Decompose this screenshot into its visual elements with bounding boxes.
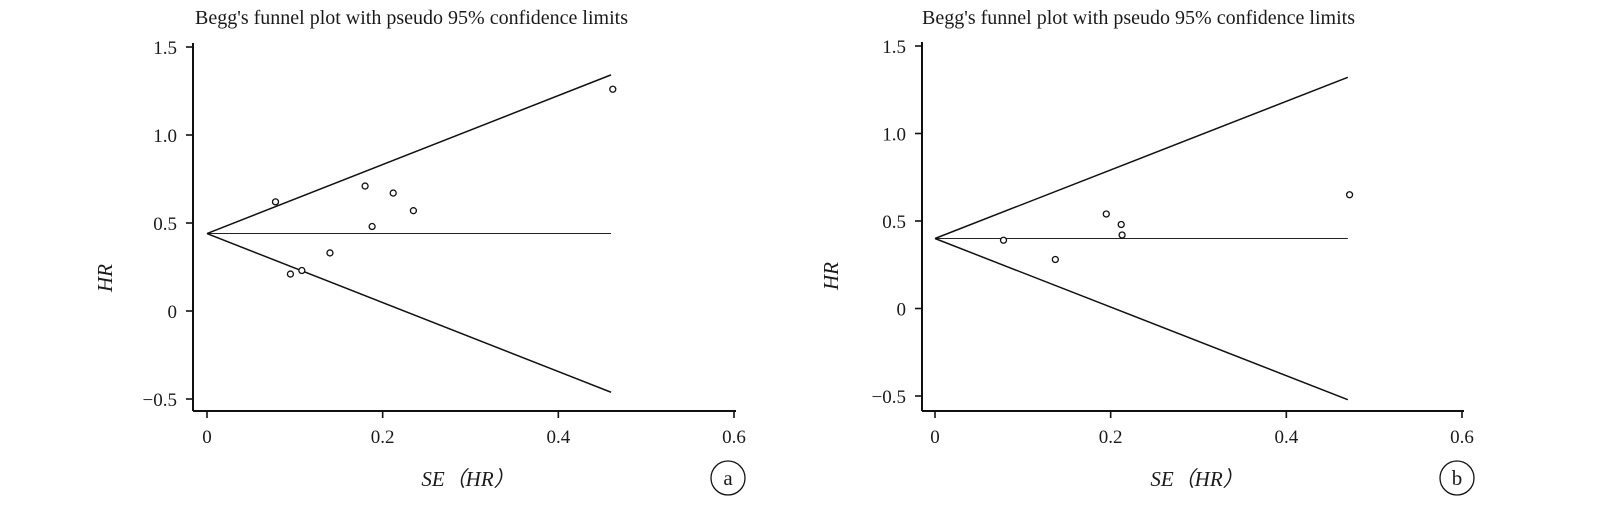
y-tick-label: 0	[897, 300, 907, 321]
x-axis-label: SE（HR）	[421, 467, 514, 491]
y-tick-label: 1.5	[153, 38, 177, 59]
x-tick-label: 0.4	[546, 427, 570, 448]
panel-b: Begg's funnel plot with pseudo 95% confi…	[819, 7, 1475, 496]
y-tick-label: 1.0	[882, 125, 906, 146]
study-point	[286, 270, 295, 278]
x-tick-label: 0.2	[371, 427, 395, 448]
x-tick-label: 0	[930, 427, 940, 448]
y-tick-label: 0.5	[882, 212, 906, 233]
y-tick-label: 0	[168, 302, 178, 323]
y-tick-label: 1.5	[882, 37, 906, 58]
study-point	[368, 222, 376, 231]
study-point	[361, 182, 369, 190]
study-point	[1118, 231, 1126, 239]
panel-label-circle	[710, 460, 746, 496]
x-tick-label: 0.2	[1099, 427, 1123, 448]
panel-label-circle	[1439, 460, 1475, 496]
study-point	[326, 249, 334, 257]
study-point	[298, 266, 306, 275]
study-point	[1345, 191, 1354, 199]
study-point	[999, 236, 1008, 244]
lower-confidence-limit	[206, 232, 612, 393]
y-tick-label: 1.0	[153, 126, 177, 147]
chart-title: Begg's funnel plot with pseudo 95% confi…	[922, 7, 1355, 29]
x-axis-label: SE（HR）	[1150, 467, 1243, 491]
upper-confidence-limit	[934, 76, 1349, 240]
panel-a: Begg's funnel plot with pseudo 95% confi…	[93, 7, 746, 496]
y-axis-label: HR	[93, 264, 117, 293]
study-point	[271, 198, 280, 206]
study-point	[1102, 210, 1110, 218]
x-tick-label: 0.6	[1450, 427, 1474, 448]
y-axis-label: HR	[819, 262, 843, 291]
y-tick-label: −0.5	[143, 390, 177, 411]
upper-confidence-limit	[206, 74, 612, 235]
x-tick-label: 0.6	[722, 427, 746, 448]
chart-title: Begg's funnel plot with pseudo 95% confi…	[195, 7, 628, 29]
study-point	[1051, 255, 1059, 264]
panel-label: a	[723, 466, 733, 490]
lower-confidence-limit	[934, 237, 1349, 401]
x-tick-label: 0	[202, 427, 212, 448]
study-point	[609, 85, 617, 93]
y-tick-label: −0.5	[872, 387, 906, 408]
study-point	[389, 189, 397, 197]
y-tick-label: 0.5	[153, 214, 177, 235]
panel-label: b	[1452, 466, 1463, 490]
study-point	[1117, 220, 1125, 229]
study-point	[409, 207, 418, 215]
x-tick-label: 0.4	[1274, 427, 1298, 448]
